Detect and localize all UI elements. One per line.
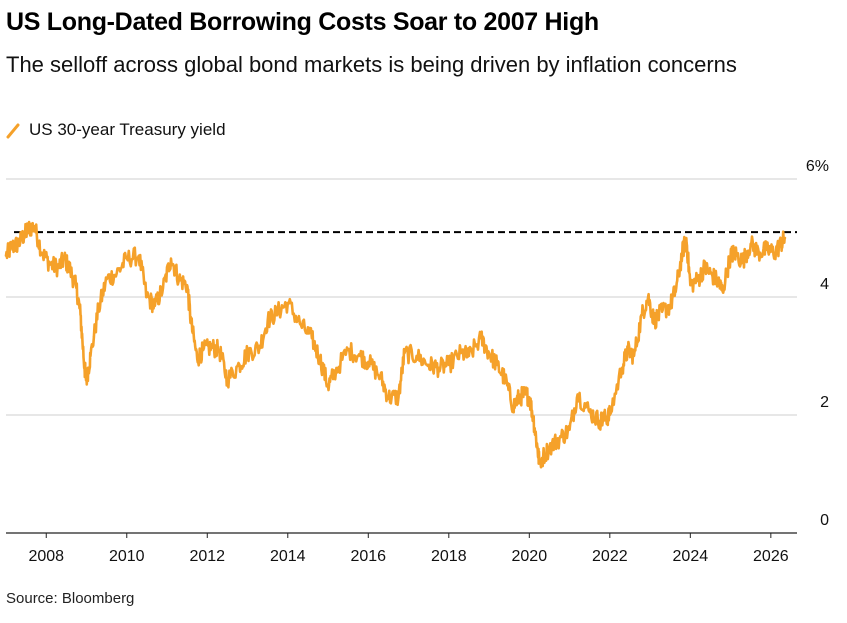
x-tick-label-2020: 2020	[512, 548, 548, 565]
legend-line-swatch	[6, 123, 20, 139]
source-note: Source: Bloomberg	[6, 590, 135, 607]
gridlines	[6, 178, 797, 416]
x-tick-label-2026: 2026	[753, 548, 789, 565]
y-tick-label-4: 4	[820, 276, 829, 293]
chart-title: US Long-Dated Borrowing Costs Soar to 20…	[6, 8, 599, 36]
x-tick-label-2010: 2010	[109, 548, 145, 565]
y-tick-label-2: 2	[820, 394, 829, 411]
x-tick-label-2022: 2022	[592, 548, 628, 565]
x-tick-label-2016: 2016	[350, 548, 386, 565]
x-tick-label-2012: 2012	[189, 548, 225, 565]
y-axis: 0 2 4 6%	[806, 158, 829, 529]
y-tick-label-0: 0	[820, 512, 829, 529]
legend: US 30-year Treasury yield	[6, 119, 226, 141]
x-tick-label-2008: 2008	[28, 548, 64, 565]
x-tick-label-2014: 2014	[270, 548, 306, 565]
series-group	[4, 220, 787, 469]
x-tick-label-2024: 2024	[673, 548, 709, 565]
x-axis: 2008 2010 2012 2014 2016 2018 2020 2022 2024 2026	[6, 532, 797, 565]
series-line-30y-yield	[4, 220, 787, 469]
legend-label: US 30-year Treasury yield	[29, 120, 226, 139]
x-tick-label-2018: 2018	[431, 548, 467, 565]
chart-subtitle: The selloff across global bond markets i…	[6, 52, 737, 77]
y-tick-label-6: 6%	[806, 158, 829, 175]
